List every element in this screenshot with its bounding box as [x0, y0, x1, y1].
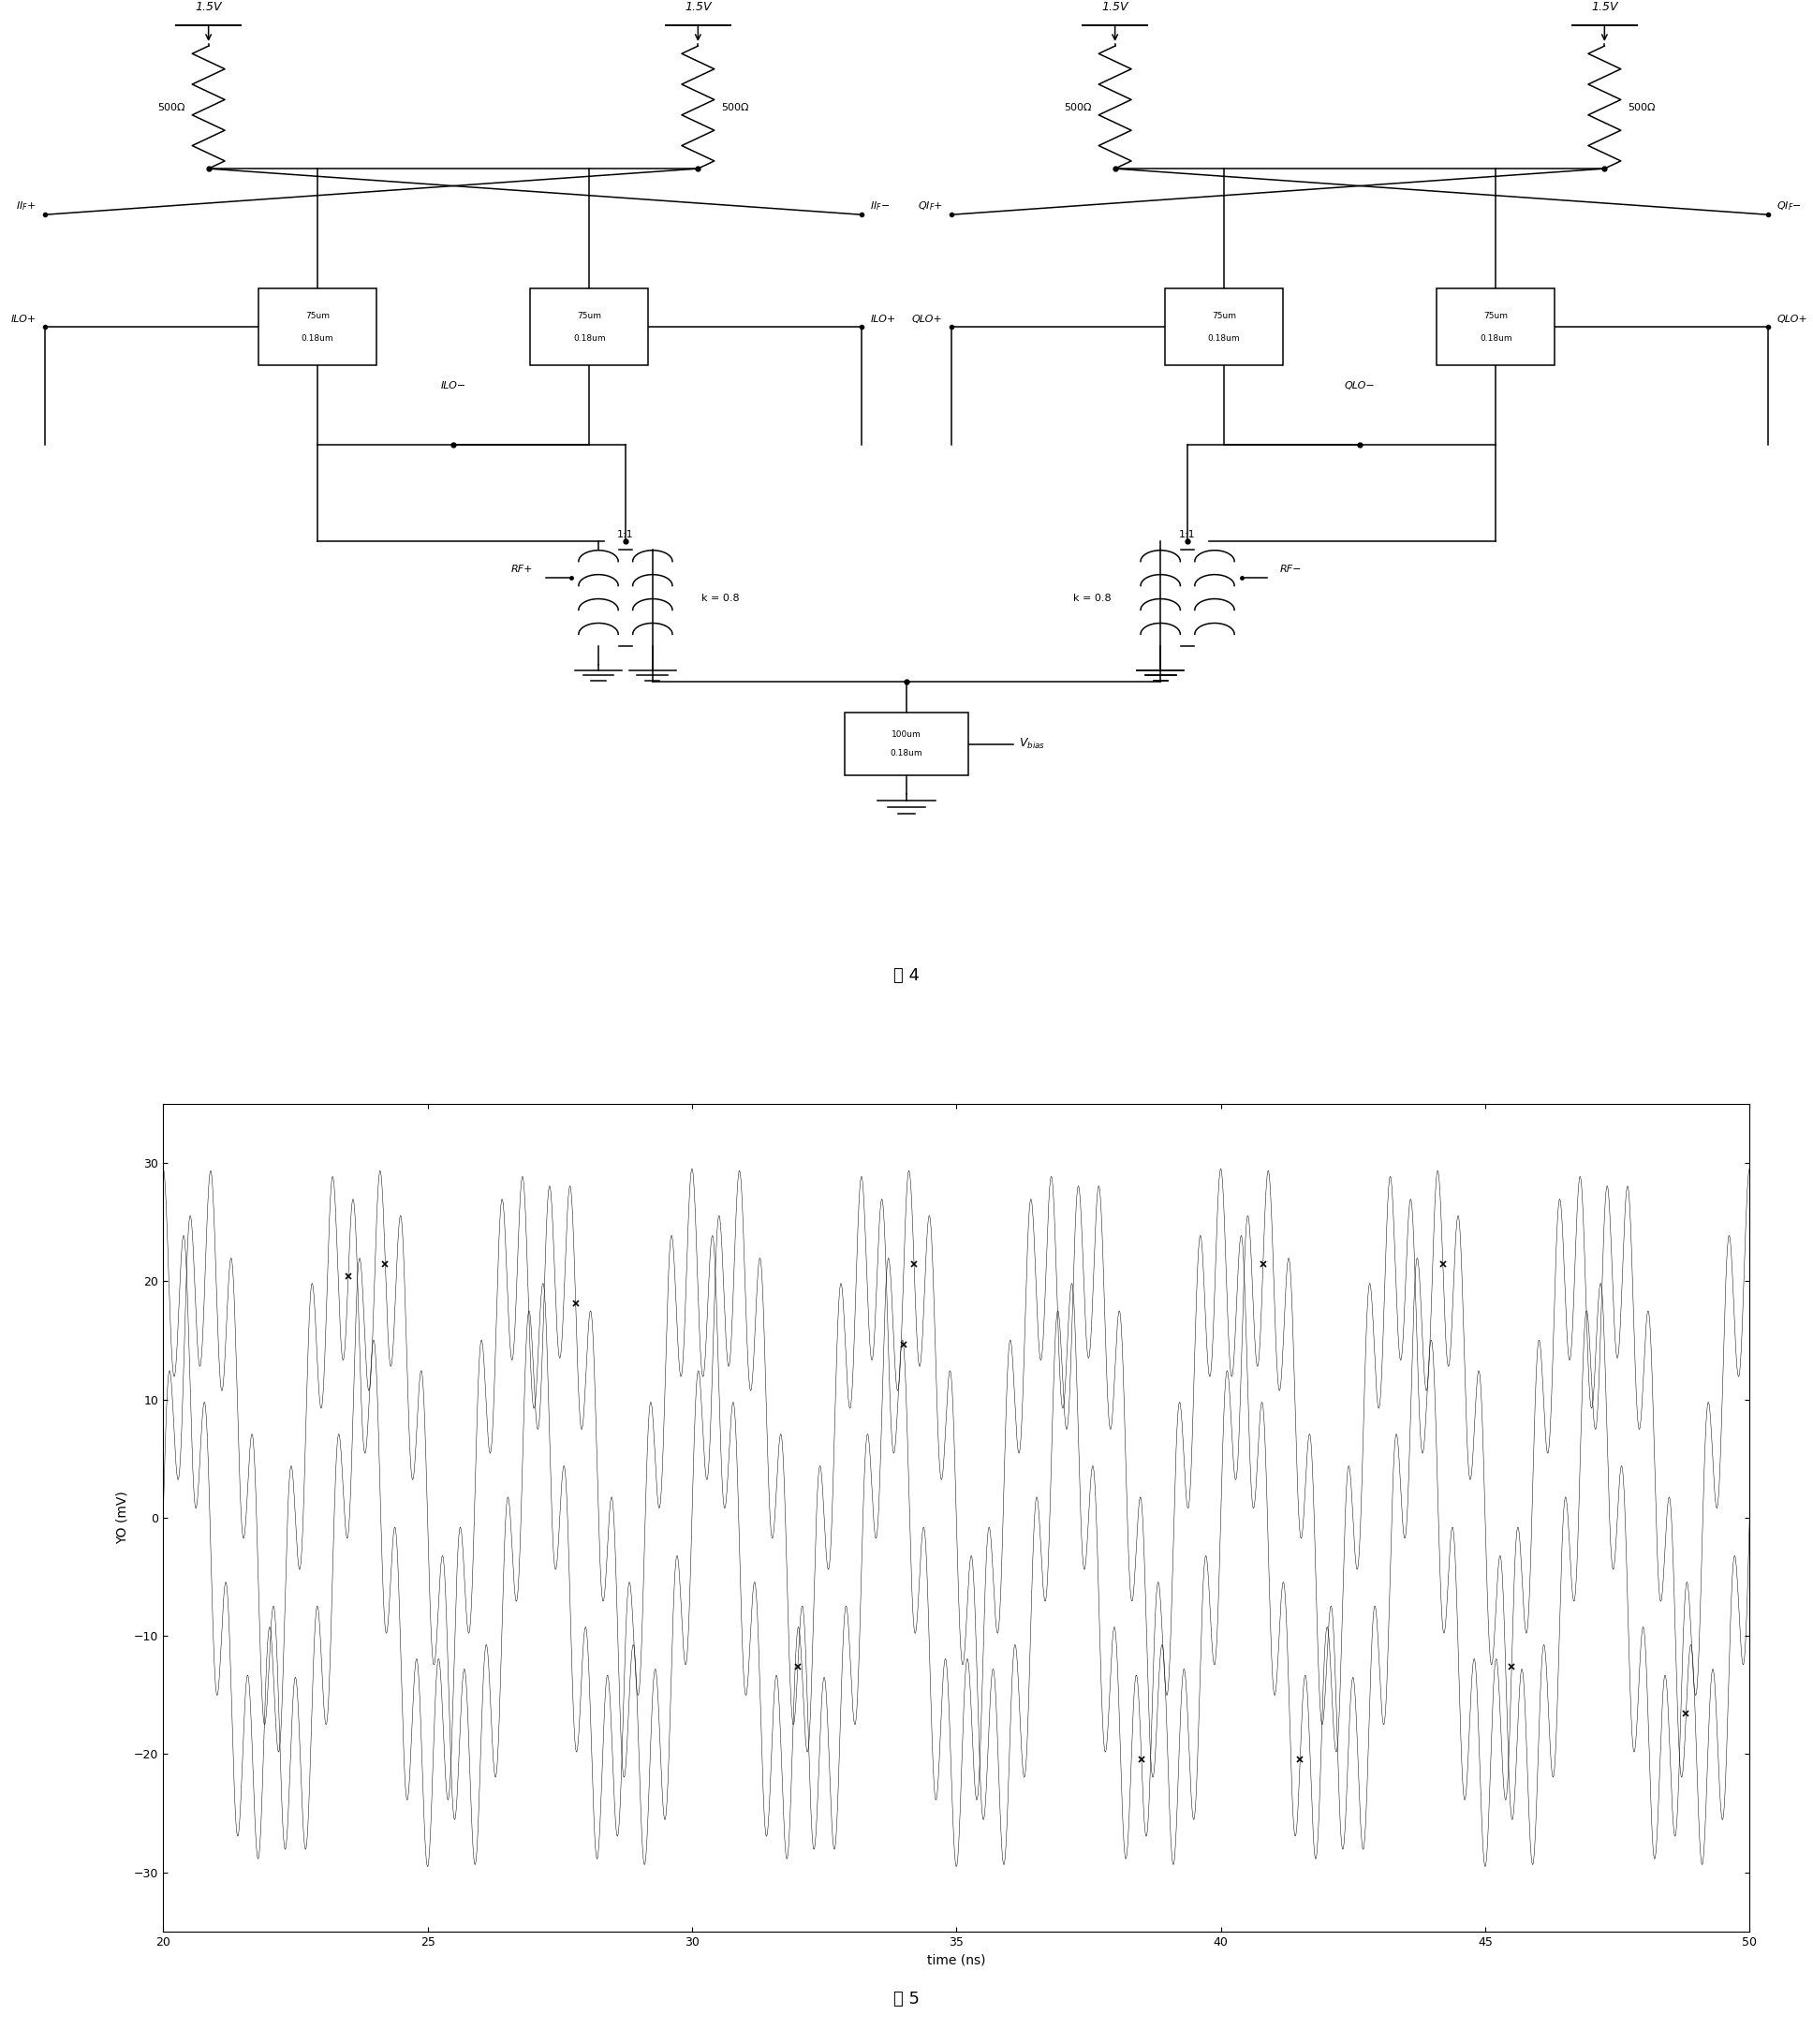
Text: $QI_F$−: $QI_F$−	[1777, 200, 1802, 213]
Text: 500Ω: 500Ω	[158, 102, 185, 112]
Text: 75um: 75um	[1483, 311, 1508, 319]
Text: 1.5V: 1.5V	[1102, 2, 1128, 12]
Text: QLO−: QLO−	[1345, 380, 1374, 390]
Bar	[845, 713, 968, 775]
Text: RF−: RF−	[1280, 564, 1302, 574]
Text: $II_F$−: $II_F$−	[870, 200, 890, 213]
Text: 1:1: 1:1	[616, 529, 635, 540]
Text: 500Ω: 500Ω	[1628, 102, 1655, 112]
Bar	[1166, 288, 1284, 366]
Text: k = 0.8: k = 0.8	[1073, 593, 1111, 603]
Text: 0.18um: 0.18um	[890, 750, 923, 758]
Text: 0.18um: 0.18um	[1479, 335, 1512, 343]
Text: 1:1: 1:1	[1178, 529, 1197, 540]
Text: RF+: RF+	[511, 564, 533, 574]
Text: $II_F$+: $II_F$+	[16, 200, 36, 213]
Bar	[1436, 288, 1554, 366]
Text: 75um: 75um	[305, 311, 330, 319]
Text: 0.18um: 0.18um	[301, 335, 334, 343]
Bar	[257, 288, 377, 366]
Text: k = 0.8: k = 0.8	[702, 593, 740, 603]
Text: 100um: 100um	[892, 730, 921, 738]
Text: 1.5V: 1.5V	[196, 2, 221, 12]
Text: 图 5: 图 5	[894, 1991, 919, 2007]
Text: ILO+: ILO+	[870, 315, 896, 323]
Text: $V_{bias}$: $V_{bias}$	[1019, 738, 1046, 750]
Text: 500Ω: 500Ω	[1064, 102, 1091, 112]
Text: 1.5V: 1.5V	[685, 2, 711, 12]
Text: $QI_F$+: $QI_F$+	[917, 200, 943, 213]
Y-axis label: YO (mV): YO (mV)	[116, 1492, 129, 1543]
Text: ILO+: ILO+	[11, 315, 36, 323]
Text: 图 4: 图 4	[894, 967, 919, 985]
Text: 0.18um: 0.18um	[573, 335, 606, 343]
Text: 0.18um: 0.18um	[1207, 335, 1240, 343]
Text: QLO+: QLO+	[1777, 315, 1808, 323]
Text: 500Ω: 500Ω	[722, 102, 749, 112]
Text: 1.5V: 1.5V	[1592, 2, 1617, 12]
Text: 75um: 75um	[1211, 311, 1236, 319]
Text: 75um: 75um	[577, 311, 602, 319]
Text: QLO+: QLO+	[912, 315, 943, 323]
Text: ILO−: ILO−	[441, 380, 466, 390]
X-axis label: time (ns): time (ns)	[926, 1954, 986, 1966]
Bar	[529, 288, 649, 366]
